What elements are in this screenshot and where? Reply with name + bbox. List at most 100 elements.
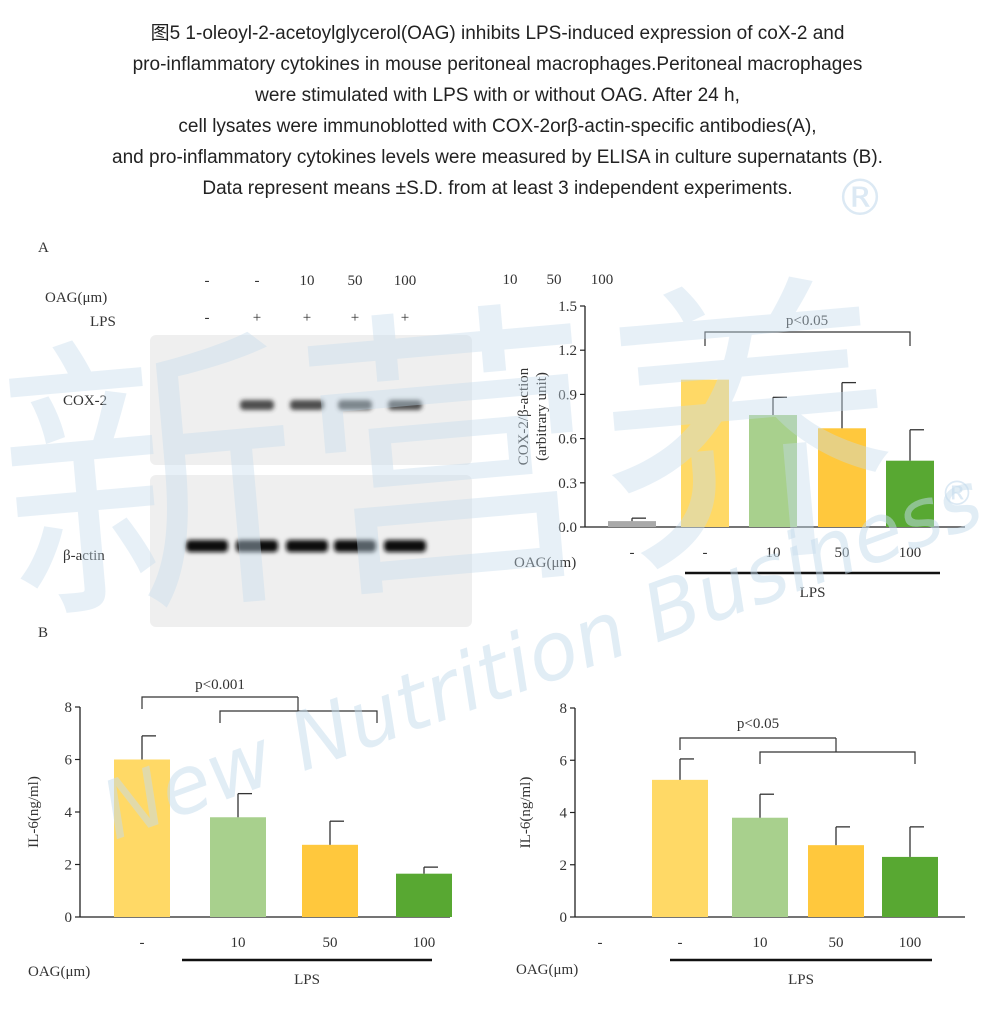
blot-lps-value: +: [401, 310, 409, 326]
y-tick-label: 8: [560, 701, 568, 717]
western-blot: OAG(μm) LPS COX-2 β-actin - - 10 50 100 - + + + +: [45, 273, 472, 627]
bar: [749, 415, 797, 527]
y-tick-label: 0: [65, 910, 73, 926]
blot-cox2-label: COX-2: [63, 393, 107, 409]
blot-oag-value: 100: [394, 273, 417, 289]
blot-lps-value: -: [205, 310, 210, 326]
blot-lps-label: LPS: [90, 314, 116, 330]
blot-oag-value: 50: [348, 273, 363, 289]
lps-group-label: LPS: [800, 585, 826, 601]
caption-line-4: cell lysates were immunoblotted with COX…: [178, 116, 817, 137]
il6-bar-chart-right: 0 2 4 6 8 IL-6(ng/ml) - - 10 50 100 OAG(μm) LPS p<0.0…: [516, 701, 965, 988]
blot-oag-value: -: [205, 273, 210, 289]
panel-b-label: B: [38, 625, 49, 641]
y-tick-label: 0.6: [558, 432, 577, 448]
lps-group-label: LPS: [294, 972, 320, 988]
panel-a-label: A: [38, 240, 49, 256]
cox2-band: [388, 400, 422, 410]
bar: [732, 817, 788, 917]
stray-label: 50: [547, 272, 562, 288]
bar: [396, 873, 452, 917]
y-tick-label: 4: [560, 806, 568, 822]
figure-caption: 图5 1-oleoyl-2-acetoylglycerol(OAG) inhib…: [0, 18, 995, 204]
p-value-annotation: p<0.001: [195, 677, 245, 693]
y-tick-label: 1.5: [558, 299, 577, 315]
x-tick-label: 100: [899, 545, 922, 561]
significance-bracket: [141, 696, 298, 709]
x-tick-label: 10: [766, 545, 781, 561]
x-tick-label: -: [140, 935, 145, 951]
y-tick-label: 1.2: [558, 343, 577, 359]
y-tick-label: 2: [65, 858, 73, 874]
x-tick-label: 100: [413, 935, 436, 951]
x-tick-label: 50: [323, 935, 338, 951]
y-tick-label: 0.9: [558, 387, 577, 403]
p-value-annotation: p<0.05: [737, 716, 779, 732]
x-tick-label: 100: [899, 935, 922, 951]
y-tick-label: 2: [560, 858, 568, 874]
cox2-bar-chart: 0.0 0.3 0.6 0.9 1.2 1.5 COX-2/β-action (arbitra…: [514, 299, 965, 601]
x-tick-label: 50: [835, 545, 850, 561]
cox2-band: [290, 400, 324, 410]
actin-band: [384, 540, 426, 552]
lps-group-label: LPS: [788, 972, 814, 988]
y-axis-label: IL-6(ng/ml): [26, 776, 42, 848]
y-tick-label: 6: [560, 753, 568, 769]
caption-line-2: pro-inflammatory cytokines in mouse peri…: [132, 54, 863, 75]
bar: [652, 779, 708, 917]
blot-actin-label: β-actin: [63, 548, 105, 564]
bar: [114, 759, 170, 917]
blot-lps-value: +: [303, 310, 311, 326]
stray-label: 10: [503, 272, 518, 288]
blot-lps-value: +: [253, 310, 261, 326]
il6-bar-chart-left: 0 2 4 6 8 IL-6(ng/ml) - 10 50 100 OAG(μm) LPS p<0.00…: [26, 677, 452, 988]
y-axis-label: COX-2/β-action: [516, 367, 532, 465]
x-tick-label: -: [630, 545, 635, 561]
y-tick-label: 0.0: [558, 520, 577, 536]
bar: [886, 460, 934, 527]
x-tick-label: -: [598, 935, 603, 951]
x-axis-label: OAG(μm): [516, 962, 578, 978]
blot-oag-value: 10: [300, 273, 315, 289]
y-tick-label: 0: [560, 910, 568, 926]
x-tick-label: 10: [231, 935, 246, 951]
significance-bracket: [759, 751, 916, 764]
y-tick-label: 0.3: [558, 476, 577, 492]
x-axis-label: OAG(μm): [514, 555, 576, 571]
caption-line-1: 图5 1-oleoyl-2-acetoylglycerol(OAG) inhib…: [150, 23, 845, 44]
bar: [608, 521, 656, 527]
p-value-annotation: p<0.05: [786, 313, 828, 329]
x-tick-label: -: [678, 935, 683, 951]
x-tick-label: 10: [753, 935, 768, 951]
caption-line-6: Data represent means ±S.D. from at least…: [202, 178, 793, 199]
cox2-band: [338, 400, 372, 410]
stray-label: 100: [591, 272, 614, 288]
x-tick-label: -: [703, 545, 708, 561]
x-axis-label: OAG(μm): [28, 964, 90, 980]
y-tick-label: 8: [65, 700, 73, 716]
blot-lps-value: +: [351, 310, 359, 326]
caption-line-5: and pro-inflammatory cytokines levels we…: [112, 147, 883, 168]
y-tick-label: 4: [65, 805, 73, 821]
caption-line-3: were stimulated with LPS with or without…: [255, 85, 740, 106]
bar: [882, 856, 938, 917]
bar: [681, 379, 729, 527]
bar: [302, 844, 358, 917]
blot-oag-label: OAG(μm): [45, 290, 107, 306]
actin-band: [236, 540, 278, 552]
significance-bracket: [679, 737, 836, 750]
y-axis-label-units: (arbitrary unit): [534, 372, 550, 461]
actin-band: [286, 540, 328, 552]
cox2-band: [240, 400, 274, 410]
y-axis-label: IL-6(ng/ml): [518, 777, 534, 849]
significance-bracket: [219, 710, 378, 723]
bar: [808, 845, 864, 917]
stray-labels: 10 50 100: [503, 272, 614, 288]
y-tick-label: 6: [65, 753, 73, 769]
x-tick-label: 50: [829, 935, 844, 951]
actin-band: [334, 540, 376, 552]
significance-bracket: [704, 331, 911, 346]
actin-band: [186, 540, 228, 552]
bar: [210, 817, 266, 917]
blot-oag-value: -: [255, 273, 260, 289]
